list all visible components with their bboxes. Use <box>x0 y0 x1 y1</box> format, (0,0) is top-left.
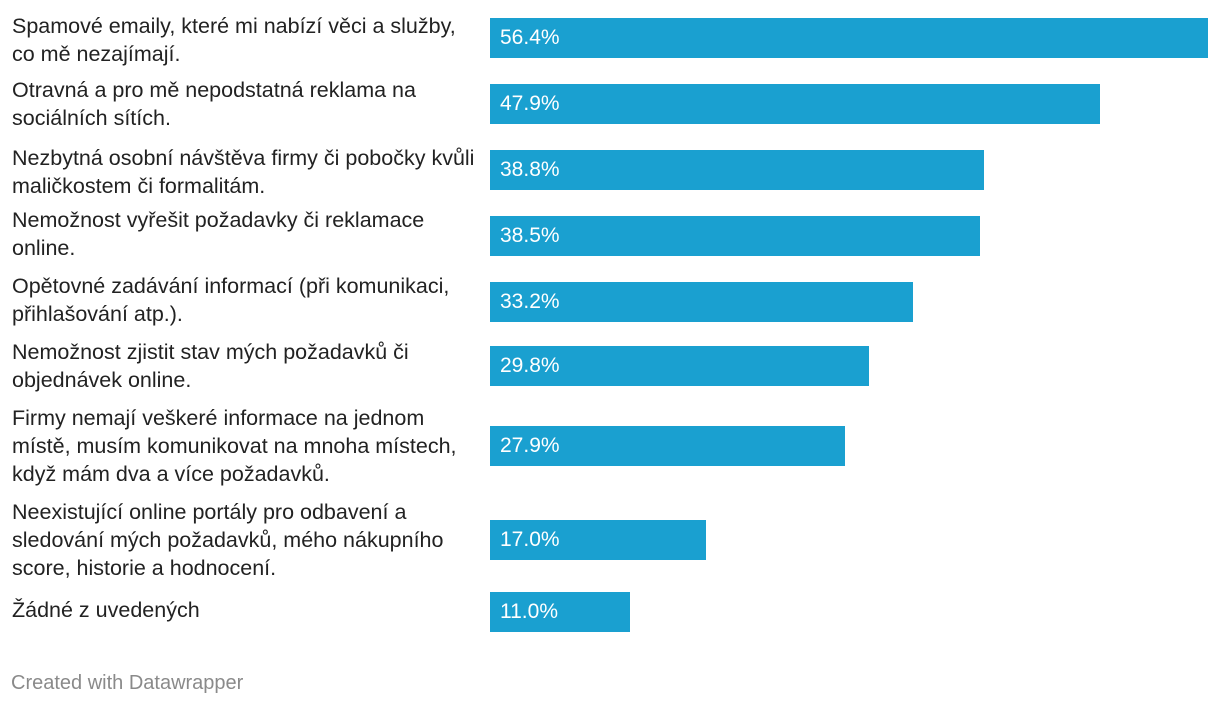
bar-value-label: 27.9% <box>500 434 560 457</box>
bar <box>490 216 980 256</box>
bar <box>490 18 1208 58</box>
bar-chart: Spamové emaily, které mi nabízí věci a s… <box>12 14 1208 632</box>
bar <box>490 520 706 560</box>
bar-value-label: 38.5% <box>500 224 560 247</box>
datawrapper-credit[interactable]: Created with Datawrapper <box>11 672 244 694</box>
bar-value-label: 38.8% <box>500 158 560 181</box>
category-label: Neexistující online portály pro odbavení… <box>12 500 444 580</box>
bar-value-label: 17.0% <box>500 528 560 551</box>
bar <box>490 282 913 322</box>
bar-value-label: 33.2% <box>500 290 560 313</box>
bar-value-label: 29.8% <box>500 354 560 377</box>
bar <box>490 84 1100 124</box>
category-label: Firmy nemají veškeré informace na jednom… <box>12 406 457 486</box>
bar-value-label: 11.0% <box>500 600 558 623</box>
bar <box>490 592 630 632</box>
category-label: Nemožnost zjistit stav mých požadavků či… <box>12 340 409 392</box>
category-label: Nezbytná osobní návštěva firmy či pobočk… <box>12 146 475 198</box>
category-label: Opětovné zadávání informací (při komunik… <box>12 274 450 326</box>
bar <box>490 346 869 386</box>
bar-value-label: 47.9% <box>500 92 560 115</box>
bar-value-label: 56.4% <box>500 26 560 49</box>
bar <box>490 150 984 190</box>
category-label: Žádné z uvedených <box>12 598 200 622</box>
category-label: Nemožnost vyřešit požadavky či reklamace… <box>12 208 425 260</box>
category-label: Otravná a pro mě nepodstatná reklama na … <box>12 78 416 130</box>
category-label: Spamové emaily, které mi nabízí věci a s… <box>12 14 456 66</box>
bar <box>490 426 845 466</box>
